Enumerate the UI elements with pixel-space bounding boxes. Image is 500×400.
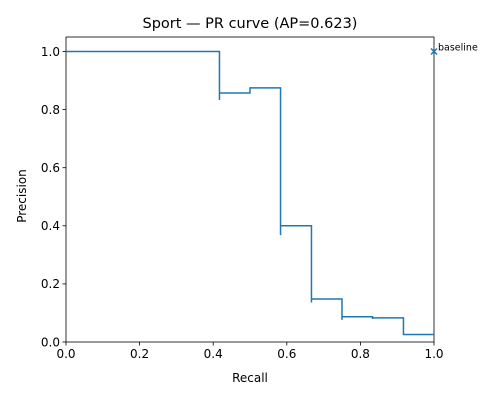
annotation-layer: baseline	[430, 43, 478, 56]
y-tick-label: 1.0	[41, 45, 60, 59]
x-tick-label: 0.4	[204, 347, 223, 361]
x-tick-label: 0.0	[56, 347, 75, 361]
x-tick-label: 0.8	[351, 347, 370, 361]
y-tick-label: 0.6	[41, 161, 60, 175]
y-tick-label: 0.0	[41, 335, 60, 349]
y-axis-ticks: 0.0 0.2 0.4 0.6 0.8 1.0	[41, 45, 66, 349]
y-tick-label: 0.2	[41, 277, 60, 291]
x-axis-label: Recall	[232, 371, 268, 385]
x-axis-ticks: 0.0 0.2 0.4 0.6 0.8 1.0	[56, 342, 444, 361]
baseline-label: baseline	[438, 43, 478, 54]
baseline-marker	[430, 47, 438, 56]
y-tick-label: 0.4	[41, 219, 60, 233]
plot-area	[65, 36, 435, 343]
baseline-marker-stroke	[430, 47, 438, 56]
chart-title: Sport — PR curve (AP=0.623)	[143, 16, 358, 32]
x-tick-label: 1.0	[424, 347, 443, 361]
x-tick-label: 0.6	[277, 347, 296, 361]
series-layer	[66, 50, 434, 336]
x-tick-label: 0.2	[130, 347, 149, 361]
pr-curve-line-0	[66, 50, 434, 336]
y-axis-label: Precision	[15, 169, 29, 223]
y-tick-label: 0.8	[41, 103, 60, 117]
plot-frame	[65, 36, 435, 343]
